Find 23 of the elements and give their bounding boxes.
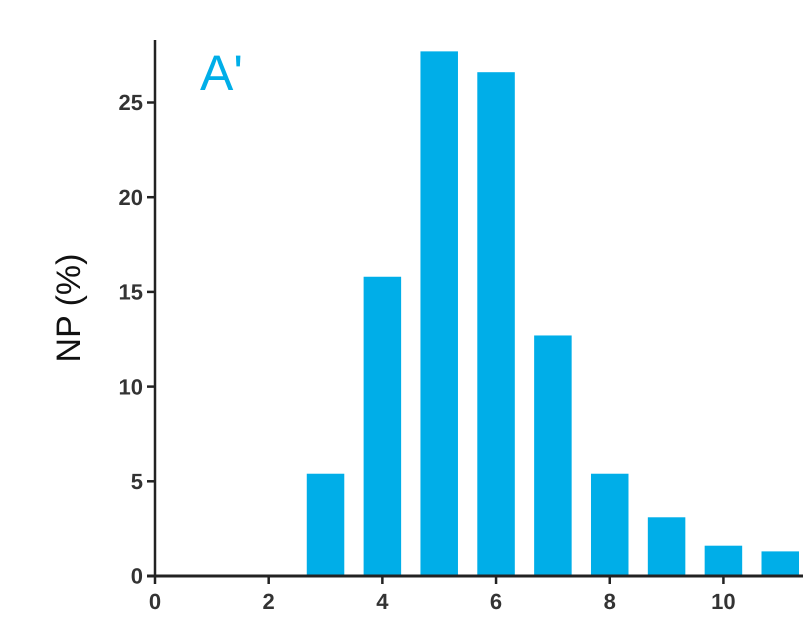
annotation: A' xyxy=(200,45,243,101)
bar xyxy=(306,474,344,576)
bar xyxy=(477,72,515,576)
bar xyxy=(534,335,572,576)
y-tick-label: 15 xyxy=(118,280,143,305)
y-tick-label: 0 xyxy=(130,564,143,589)
x-tick-label: 10 xyxy=(711,589,736,614)
y-tick-label: 5 xyxy=(130,469,143,494)
x-tick-label: 6 xyxy=(490,589,502,614)
y-axis-title: NP (%) xyxy=(50,254,88,362)
bar xyxy=(704,546,742,576)
bar xyxy=(420,51,458,576)
y-tick-label: 25 xyxy=(118,90,143,116)
x-tick-label: 4 xyxy=(376,589,390,614)
x-tick-label: 8 xyxy=(604,589,616,614)
x-tick-label: 2 xyxy=(262,589,275,614)
x-tick-label: 0 xyxy=(148,589,162,614)
bar xyxy=(364,276,402,576)
y-tick-label: 20 xyxy=(118,184,143,210)
bar xyxy=(590,474,628,576)
y-tick-label: 10 xyxy=(118,374,143,400)
bar xyxy=(648,517,686,576)
bar xyxy=(762,551,800,576)
